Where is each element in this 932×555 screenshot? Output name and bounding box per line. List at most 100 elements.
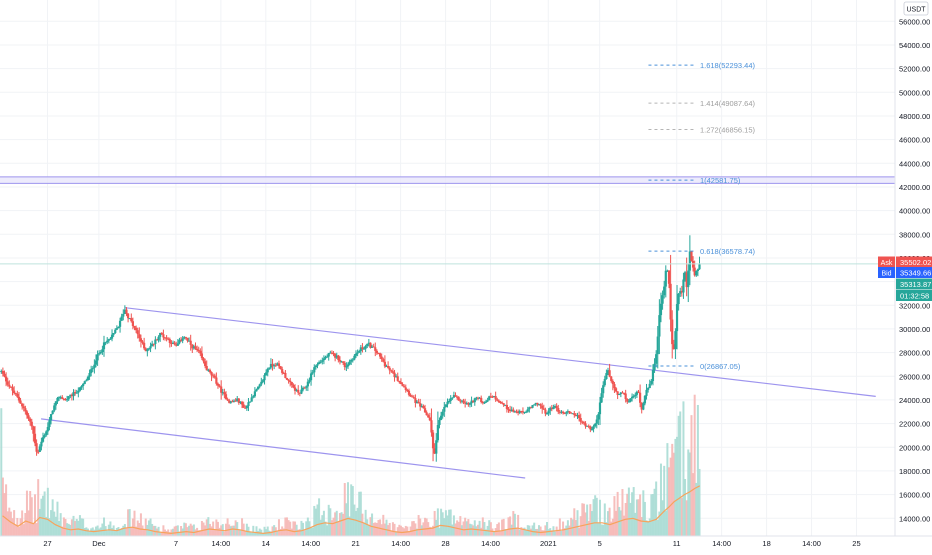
volume-bar	[605, 522, 608, 536]
volume-bar	[207, 517, 210, 536]
candle-body	[311, 372, 314, 374]
candle-body	[334, 353, 337, 358]
candle-body	[314, 365, 317, 368]
volume-bar	[623, 515, 626, 536]
volume-bar	[680, 497, 683, 536]
volume-bar	[239, 530, 242, 536]
candle-body	[513, 411, 517, 413]
currency-box[interactable]	[903, 1, 929, 16]
candle-body	[533, 404, 536, 406]
candle-body	[560, 411, 563, 413]
candle-body	[162, 334, 165, 338]
candle-body	[616, 391, 619, 395]
candle-body	[159, 332, 162, 337]
volume-bar	[444, 510, 447, 536]
volume-bar	[351, 486, 354, 536]
volume-bar	[128, 509, 131, 536]
bid-price: 35349.66	[900, 269, 931, 278]
volume-bar	[266, 526, 269, 536]
volume-bar	[318, 498, 321, 536]
volume-bar	[472, 525, 475, 536]
candle-body	[295, 389, 298, 391]
candle-body	[473, 398, 476, 403]
volume-moving-average	[2, 485, 701, 535]
candle-body	[382, 359, 385, 362]
candle-body	[505, 404, 508, 410]
candle-body	[595, 419, 598, 424]
volume-bar	[133, 510, 136, 536]
price-labels: Ask 35502.02 Bid 35349.66 35313.87 01:32:58	[878, 256, 932, 301]
volume-bar	[200, 520, 203, 536]
volume-bar	[216, 521, 219, 536]
bid-tag: Bid	[881, 271, 891, 278]
candle-body	[271, 363, 274, 367]
candle-body	[94, 360, 98, 365]
volume-bar	[391, 522, 394, 536]
candle-body	[534, 402, 537, 405]
volume-bar	[462, 521, 465, 536]
volume-bar	[324, 521, 327, 536]
trend-channel[interactable]	[41, 307, 876, 479]
volume-bar	[139, 513, 142, 536]
candle-body	[263, 375, 266, 381]
volume-bar	[319, 519, 322, 536]
candle-body	[346, 364, 350, 367]
candle-body	[173, 342, 176, 345]
candle-body	[525, 411, 528, 413]
candle-body	[542, 408, 545, 410]
candle-body	[573, 413, 576, 415]
candle-body	[378, 353, 382, 357]
candle-body	[600, 393, 603, 403]
candle-body	[669, 283, 672, 320]
volume-bar	[80, 518, 83, 536]
volume-bar	[576, 510, 579, 536]
candle-body	[650, 381, 653, 384]
candle-body	[228, 400, 231, 403]
volume-bar	[146, 524, 149, 536]
volume-bar	[143, 529, 146, 536]
candle-body	[399, 382, 403, 384]
candle-body	[202, 358, 205, 362]
volume-bar	[372, 522, 375, 536]
ask-price: 35502.02	[900, 258, 931, 267]
volume-bar	[231, 525, 234, 536]
candle-body	[584, 423, 587, 427]
channel-lower-line[interactable]	[41, 418, 526, 479]
volume-bar	[452, 515, 455, 536]
volume-bar	[252, 525, 255, 536]
volume-bar	[664, 510, 667, 536]
volume-bar	[449, 509, 452, 536]
price-tick-label: 14000.00	[899, 514, 930, 523]
candle-body	[517, 411, 520, 414]
volume-bar	[547, 529, 550, 536]
fibonacci-extension[interactable]: 1.618(52293.44) 1.414(49087.64) 1.272(4685…	[648, 61, 756, 371]
candle-body	[539, 404, 542, 406]
volume-bar	[64, 518, 67, 536]
candle-body	[165, 337, 168, 339]
candle-body	[65, 399, 69, 401]
candle-body	[550, 407, 553, 410]
candle-body	[353, 355, 356, 360]
volume-bar	[85, 527, 88, 536]
candle-body	[561, 411, 565, 414]
candle-body	[74, 392, 77, 394]
candle-body	[160, 332, 163, 335]
candle-body	[157, 336, 160, 341]
volume-bar	[340, 512, 343, 536]
candle-body	[62, 398, 65, 400]
candle-body	[152, 343, 155, 345]
volume-bar	[130, 526, 133, 536]
candle-body	[672, 344, 675, 350]
candle-body	[239, 401, 242, 403]
candle-body	[261, 380, 265, 382]
candle-body	[358, 351, 361, 353]
volume-bar	[111, 527, 114, 536]
candle-body	[213, 375, 216, 378]
volume-bar	[563, 528, 566, 536]
candle-body	[4, 376, 8, 382]
candle-body	[459, 400, 462, 402]
channel-upper-line[interactable]	[124, 307, 876, 397]
bar-countdown-bg	[896, 290, 932, 301]
